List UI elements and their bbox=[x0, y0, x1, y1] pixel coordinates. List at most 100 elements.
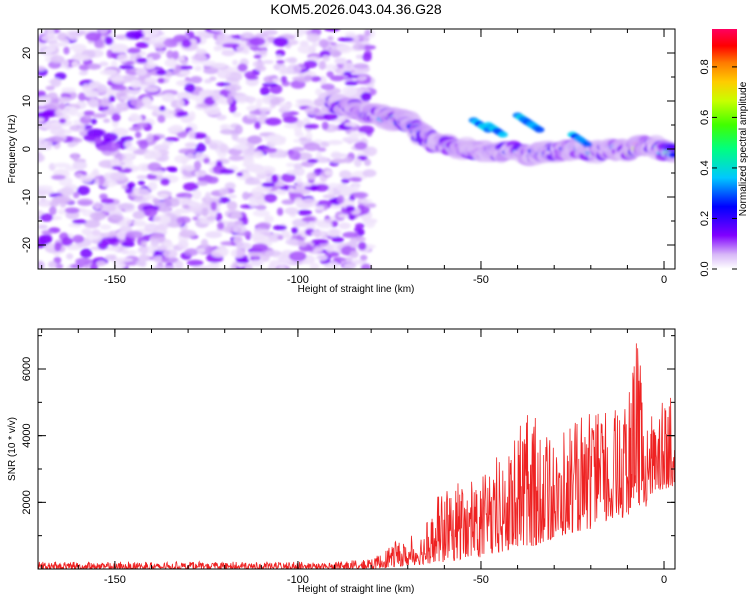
spectrogram-cell bbox=[164, 58, 178, 68]
spectrogram-cell bbox=[219, 168, 235, 175]
spectrogram-cell bbox=[118, 217, 133, 227]
spectrogram-cell bbox=[342, 86, 358, 96]
spectrogram-cell bbox=[61, 87, 76, 93]
spectrogram-cell bbox=[140, 36, 151, 41]
spectrogram-cell bbox=[305, 132, 313, 140]
spectrogram-cell bbox=[101, 236, 118, 245]
spectrogram-cell bbox=[111, 165, 123, 170]
spectrogram-cell bbox=[66, 253, 74, 260]
spectrogram-cell bbox=[299, 241, 308, 247]
spectrogram-cell bbox=[80, 248, 93, 259]
spectrogram-cell bbox=[283, 123, 300, 129]
spectrogram-cell bbox=[105, 141, 120, 152]
spectrogram-cell bbox=[194, 151, 205, 161]
spectrogram-cell bbox=[303, 60, 318, 69]
y-tick-label: 20 bbox=[21, 47, 33, 59]
spectrogram-cell bbox=[300, 182, 313, 187]
spectrogram-cell bbox=[229, 104, 237, 114]
spectrogram-cell bbox=[86, 63, 102, 70]
y-tick-label: 2000 bbox=[21, 490, 33, 514]
spectrogram-cell bbox=[78, 123, 85, 132]
spectrogram-cell bbox=[366, 83, 375, 89]
spectrogram-cell bbox=[233, 235, 244, 245]
spectrogram-cell bbox=[54, 195, 71, 204]
spectrogram-cell bbox=[297, 29, 304, 35]
spectrogram-cell bbox=[230, 212, 242, 220]
colorbar-tick-label: 0.6 bbox=[699, 110, 711, 125]
spectrogram-cell bbox=[57, 96, 72, 103]
spectrogram-cell bbox=[208, 110, 222, 115]
spectrogram-cell bbox=[242, 191, 250, 200]
snr-y-label: SNR (10 * v/v) bbox=[7, 417, 18, 481]
spectrogram-cell bbox=[160, 178, 170, 186]
spectrogram-cell bbox=[232, 59, 239, 66]
spectrogram-cell bbox=[125, 230, 144, 239]
spectrogram-cell bbox=[337, 37, 354, 42]
spectrogram-cell bbox=[157, 78, 165, 84]
spectrogram-cell bbox=[318, 39, 329, 48]
spectrogram-cell bbox=[364, 158, 371, 166]
spectrogram-cell bbox=[265, 250, 282, 257]
spectrogram-cell bbox=[166, 50, 174, 59]
spectrogram-cell bbox=[233, 93, 250, 102]
spectrogram-cell bbox=[108, 95, 116, 103]
spectrogram-cell bbox=[81, 228, 92, 236]
spectrogram-cell bbox=[38, 111, 54, 117]
spectrogram-cell bbox=[343, 71, 352, 77]
spectrogram-cell bbox=[260, 112, 267, 118]
spectrogram-cell bbox=[224, 182, 236, 190]
spectrogram-cell bbox=[158, 105, 166, 111]
spectrogram-cell bbox=[99, 224, 112, 231]
spectrogram-cell bbox=[49, 42, 57, 53]
spectrogram-cell bbox=[92, 168, 99, 177]
spectrogram-cell bbox=[357, 241, 367, 251]
spectrogram-cell bbox=[271, 174, 279, 184]
spectrogram-cell bbox=[230, 248, 246, 258]
spectrogram-cell bbox=[184, 142, 197, 148]
spectrogram-cell bbox=[297, 44, 315, 54]
spectrogram-cell bbox=[336, 194, 345, 204]
spectrogram-cell bbox=[177, 131, 188, 139]
spectrogram-cell bbox=[186, 153, 195, 160]
colorbar-tick-label: 0.8 bbox=[699, 59, 711, 74]
spectrogram-cell bbox=[78, 64, 90, 71]
spectrogram-cell bbox=[217, 196, 231, 204]
spectrogram-cell bbox=[153, 144, 170, 151]
spectrogram-cell bbox=[57, 32, 68, 41]
spectrogram-cell bbox=[156, 69, 167, 76]
spectrogram-cell bbox=[270, 97, 281, 106]
spectrogram-cell bbox=[264, 117, 282, 126]
spectrogram-cell bbox=[306, 172, 317, 181]
spectrogram-cell bbox=[300, 198, 319, 207]
x-tick-label: 0 bbox=[661, 274, 667, 286]
spectrogram-cell bbox=[176, 216, 191, 224]
spectrogram-cell bbox=[218, 187, 229, 196]
spectrogram-cell bbox=[264, 215, 274, 223]
spectrogram-cell bbox=[273, 37, 289, 47]
spectrogram-cell bbox=[211, 249, 229, 258]
spectrogram-cell bbox=[349, 250, 359, 259]
snr-series-line bbox=[38, 343, 675, 569]
spectrogram-cell bbox=[216, 69, 231, 79]
spectrogram-cell bbox=[140, 240, 148, 247]
spectrogram-cell bbox=[360, 92, 372, 102]
spectrogram-cell bbox=[310, 76, 322, 82]
spectrogram-cell bbox=[190, 54, 208, 61]
spectrogram-cell bbox=[136, 246, 155, 255]
spectrogram-cell bbox=[72, 219, 87, 225]
spectrogram-cell bbox=[327, 140, 343, 145]
spectrogram-cell bbox=[243, 157, 255, 166]
spectrogram-cell bbox=[351, 184, 360, 193]
spectrogram-cell bbox=[344, 121, 359, 127]
spectrogram-cell bbox=[249, 197, 257, 208]
spectrogram-cell bbox=[98, 29, 109, 34]
spectrogram-cell bbox=[310, 185, 318, 191]
spectrogram-cell bbox=[161, 256, 179, 264]
spectrogram-cell bbox=[194, 134, 207, 139]
spectrogram-cell bbox=[146, 105, 160, 110]
spectrogram-cell bbox=[291, 227, 299, 234]
spectrogram-cell bbox=[99, 193, 108, 200]
spectrogram-cell bbox=[50, 126, 65, 136]
y-tick-label: 0 bbox=[21, 146, 33, 152]
spectrogram-cell bbox=[497, 131, 508, 138]
